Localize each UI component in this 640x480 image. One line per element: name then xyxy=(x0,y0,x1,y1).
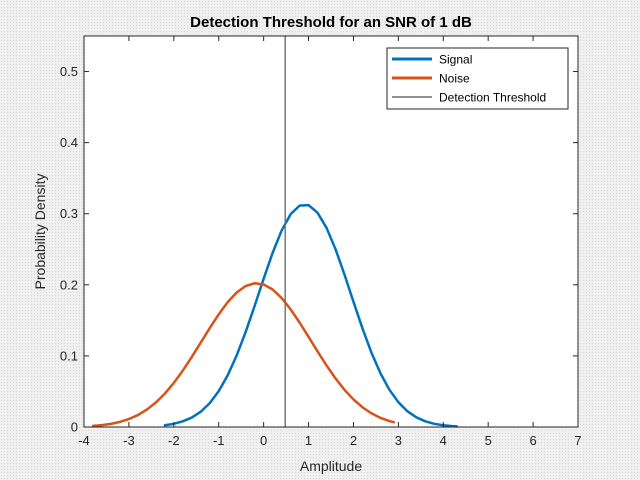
x-tick-label: 4 xyxy=(440,433,447,448)
x-tick-label: 2 xyxy=(350,433,357,448)
x-tick-label: 0 xyxy=(260,433,267,448)
x-tick-label: -1 xyxy=(213,433,225,448)
chart-title: Detection Threshold for an SNR of 1 dB xyxy=(190,14,472,31)
y-tick-label: 0.3 xyxy=(60,206,78,221)
legend-noise-label: Noise xyxy=(439,72,470,86)
y-axis-label: Probability Density xyxy=(32,174,48,290)
x-tick-label: 5 xyxy=(485,433,492,448)
legend-signal-label: Signal xyxy=(439,53,472,67)
plot-lines xyxy=(91,35,458,428)
x-tick-label: 3 xyxy=(395,433,402,448)
x-axis: -4 -3 -2 -1 0 1 2 3 4 5 6 7 xyxy=(78,36,582,448)
y-axis: 0 0.1 0.2 0.3 0.4 0.5 xyxy=(60,64,578,435)
x-tick-label: -2 xyxy=(168,433,180,448)
y-tick-label: 0.5 xyxy=(60,64,78,79)
x-tick-label: 7 xyxy=(574,433,581,448)
y-tick-label: 0.2 xyxy=(60,277,78,292)
y-tick-label: 0.4 xyxy=(60,135,78,150)
signal-curve xyxy=(163,203,458,428)
x-tick-label: 6 xyxy=(529,433,536,448)
legend: Signal Noise Detection Threshold xyxy=(386,47,569,110)
x-axis-label: Amplitude xyxy=(300,458,362,474)
noise-curve xyxy=(91,282,396,428)
x-tick-label: -4 xyxy=(78,433,90,448)
y-tick-label: 0 xyxy=(71,420,78,435)
axes-box xyxy=(83,35,579,428)
x-tick-label: 1 xyxy=(305,433,312,448)
x-tick-label: -3 xyxy=(123,433,135,448)
legend-threshold-label: Detection Threshold xyxy=(439,91,546,105)
y-tick-label: 0.1 xyxy=(60,348,78,363)
